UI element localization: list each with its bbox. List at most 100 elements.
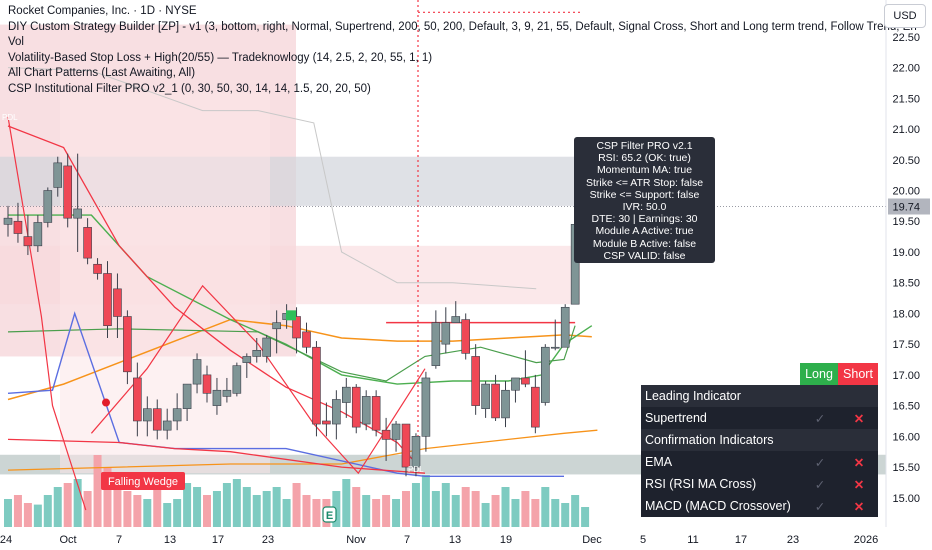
volume-bar — [232, 479, 241, 527]
volume-bar — [352, 487, 361, 527]
volume-bar — [13, 495, 22, 527]
pattern-line — [7, 116, 87, 511]
tooltip-line: Module B Active: false — [592, 237, 697, 250]
candle-body — [202, 374, 212, 394]
volume-bar — [53, 487, 62, 527]
csp-filter-tooltip: CSP Filter PRO v2.1 RSI: 65.2 (OK: true)… — [574, 137, 715, 263]
price-tick-label: 15.00 — [892, 493, 920, 505]
volume-bar — [561, 503, 570, 527]
candle-body — [133, 377, 142, 422]
tooltip-line: IVR: 50.0 — [622, 201, 667, 214]
candle-body — [162, 420, 172, 431]
price-tick-label: 16.00 — [892, 431, 920, 443]
short-header: Short — [838, 363, 878, 385]
time-tick-label: 23 — [262, 534, 274, 546]
time-tick-label: 24 — [0, 534, 12, 546]
table-row: RSI (RSI MA Cross) ✓ ✕ — [641, 473, 878, 495]
tooltip-line: Strike <= Support: false — [589, 188, 700, 201]
price-tick-label: 16.50 — [892, 401, 920, 413]
candle-body — [63, 165, 73, 219]
volume-bar — [362, 495, 371, 527]
volume-bar — [23, 503, 32, 527]
section-label: Leading Indicator — [645, 389, 741, 403]
candle-body — [461, 319, 471, 354]
volume-bar — [103, 467, 112, 527]
indicator-diy-strategy[interactable]: DIY Custom Strategy Builder [ZP] - v1 (3… — [8, 20, 917, 33]
volume-bar — [382, 495, 391, 527]
wedge-lower-line — [7, 438, 426, 474]
candle-body — [23, 236, 33, 247]
time-tick-label: Oct — [59, 534, 76, 546]
volume-bar — [511, 499, 520, 527]
volume-bar — [431, 491, 440, 527]
row-label: EMA — [645, 455, 673, 469]
indicator-chart-patterns[interactable]: All Chart Patterns (Last Awaiting, All) — [8, 67, 196, 79]
last-price-text: 19.74 — [892, 201, 920, 213]
currency-button[interactable]: USD — [884, 4, 926, 28]
price-tick-label: 22.00 — [892, 63, 920, 75]
price-tick-label: 17.50 — [892, 339, 920, 351]
check-icon: ✓ — [814, 411, 826, 426]
cross-icon: ✕ — [853, 477, 865, 492]
candle-body — [272, 322, 281, 330]
ema-orange-line — [7, 318, 592, 401]
price-tick-label: 21.50 — [892, 93, 920, 105]
volume-bar — [252, 495, 261, 527]
signal-dot — [102, 398, 110, 407]
pdl-text: PDL — [2, 113, 18, 122]
candle-body — [152, 408, 162, 431]
long-header: Long — [800, 363, 838, 385]
price-tick-label: 22.50 — [892, 32, 920, 44]
volume-bar — [173, 499, 182, 527]
table-section: Leading Indicator — [641, 385, 878, 407]
time-tick-label: 13 — [449, 534, 461, 546]
volume-bar — [481, 503, 490, 527]
candle-body — [13, 220, 23, 234]
candle-body — [531, 386, 540, 428]
symbol-title[interactable]: Rocket Companies, Inc. · 1D · NYSE — [8, 5, 197, 17]
time-tick-label: 5 — [640, 534, 646, 546]
candle-body — [550, 346, 560, 349]
candle-body — [431, 322, 441, 366]
cross-icon: ✕ — [853, 455, 865, 470]
candle-body — [172, 408, 182, 422]
ema-mid-line — [7, 325, 576, 382]
indicator-stop-loss[interactable]: Volatility-Based Stop Loss + High(20/55)… — [8, 51, 433, 64]
candle-body — [312, 346, 321, 425]
tooltip-line: Strike <= ATR Stop: false — [585, 176, 704, 189]
volume-bar — [461, 487, 470, 527]
volume-bar — [83, 491, 92, 527]
indicator-legend: Rocket Companies, Inc. · 1D · NYSE DIY C… — [8, 4, 917, 97]
pdl-low-text: PDL — [408, 465, 424, 474]
candle-body — [491, 383, 500, 419]
time-tick-label: 2026 — [854, 534, 878, 546]
candle-body — [391, 423, 401, 440]
candle-body — [451, 316, 461, 323]
volume-bar — [163, 503, 172, 527]
volume-bar — [193, 487, 202, 527]
candle-body — [252, 349, 262, 357]
time-tick-label: 17 — [735, 534, 747, 546]
candle-body — [332, 399, 341, 425]
volume-bar — [491, 495, 500, 527]
volume-bar — [342, 479, 351, 527]
volume-bar — [143, 499, 152, 527]
candle-body — [242, 356, 252, 363]
volume-bar — [43, 495, 52, 527]
indicator-vol[interactable]: Vol — [8, 36, 24, 48]
volume-bar — [292, 483, 301, 527]
price-tick-label: 17.00 — [892, 370, 920, 382]
candle-body — [411, 436, 421, 468]
indicator-csp-filter[interactable]: CSP Institutional Filter PRO v2_1 (0, 30… — [8, 82, 371, 95]
volume-bar — [302, 495, 311, 527]
candle-body — [33, 222, 43, 247]
time-tick-label: 13 — [164, 534, 176, 546]
falling-wedge-label — [101, 472, 185, 490]
time-tick-label: 7 — [404, 534, 410, 546]
check-icon: ✓ — [814, 477, 826, 492]
falling-wedge-text: Falling Wedge — [108, 476, 178, 488]
table-section: Confirmation Indicators — [641, 429, 878, 451]
candle-body — [43, 190, 53, 223]
price-tick-label: 19.00 — [892, 247, 920, 259]
